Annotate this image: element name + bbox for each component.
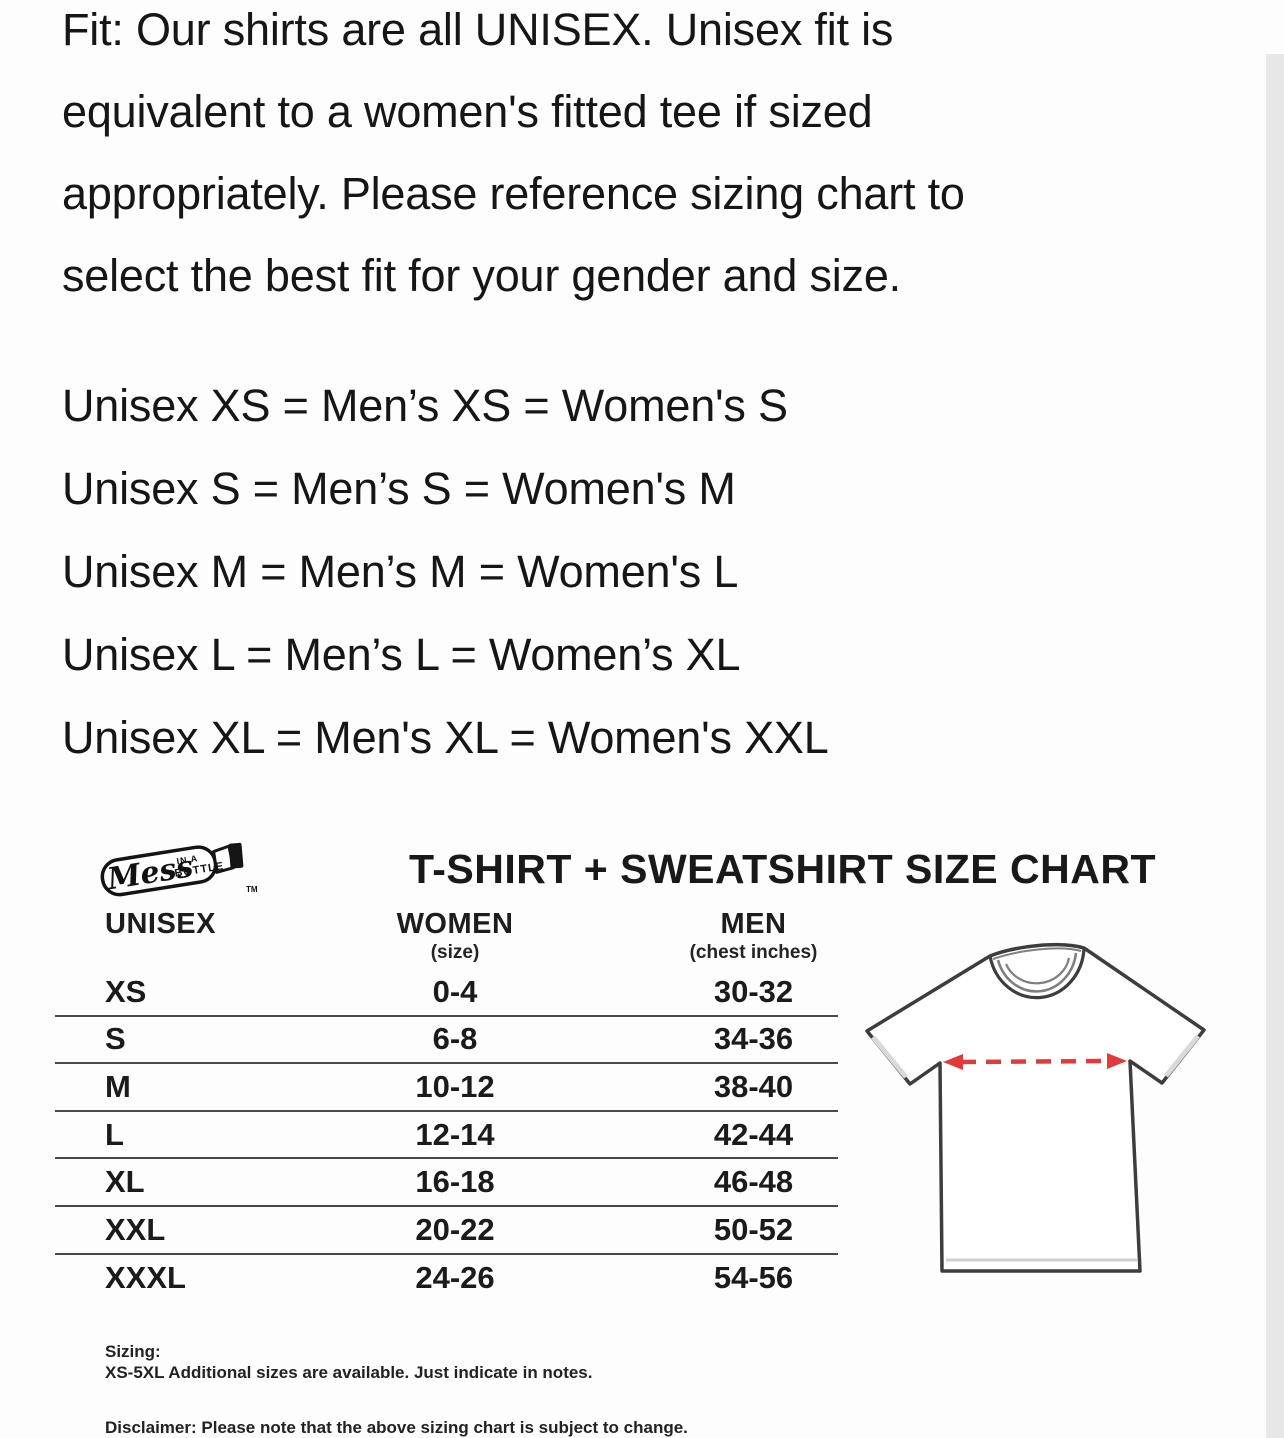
fit-description-line: select the best fit for your gender and … (62, 250, 901, 301)
size-equivalence-line: Unisex XL = Men's XL = Women's XXL (62, 712, 829, 763)
table-row: XXXL 24-26 54-56 (55, 1255, 838, 1303)
sizing-label: Sizing: (105, 1342, 161, 1361)
women-size: 6-8 (432, 1021, 478, 1057)
chest-arrow-right-head (1107, 1053, 1127, 1069)
table-row: XXL 20-22 50-52 (55, 1207, 838, 1255)
scrollbar[interactable] (1266, 54, 1284, 1438)
logo-trademark: TM (246, 885, 258, 894)
size-equivalence-line: Unisex S = Men’s S = Women's M (62, 463, 736, 514)
unisex-size: L (105, 1116, 124, 1152)
women-size: 0-4 (432, 973, 478, 1009)
sizing-note: XS-5XL Additional sizes are available. J… (105, 1363, 593, 1382)
chest-arrow-left-head (943, 1054, 963, 1070)
unisex-size: XL (105, 1164, 145, 1200)
men-size: 46-48 (713, 1164, 794, 1200)
fit-description-line: Fit: Our shirts are all UNISEX. Unisex f… (62, 4, 894, 55)
men-size: 38-40 (713, 1068, 794, 1104)
men-size: 54-56 (713, 1260, 794, 1296)
fit-description-line: equivalent to a women's fitted tee if si… (62, 86, 873, 137)
unisex-size: M (105, 1068, 131, 1104)
column-label: WOMEN (396, 908, 514, 940)
column-sublabel: (chest inches) (689, 942, 818, 963)
logo-small-top-text: IN A (176, 853, 199, 866)
column-header-men: MEN (chest inches) (595, 908, 838, 969)
women-size: 10-12 (415, 1068, 495, 1104)
size-equivalence-line: Unisex L = Men’s L = Women’s XL (62, 629, 741, 680)
fit-description: Fit: Our shirts are all UNISEX. Unisex f… (62, 0, 1212, 317)
column-header-women: WOMEN (size) (315, 908, 595, 969)
table-row: M 10-12 38-40 (55, 1064, 838, 1112)
column-label: MEN (720, 908, 787, 940)
women-size: 16-18 (415, 1164, 495, 1200)
women-size: 20-22 (415, 1211, 495, 1247)
column-header-unisex: UNISEX (55, 908, 315, 969)
unisex-size: XXL (105, 1211, 166, 1247)
footer-notes: Sizing: XS-5XL Additional sizes are avai… (105, 1341, 688, 1438)
brand-logo: Mess IN A BOTTLE TM (96, 826, 266, 910)
unisex-size: XS (105, 973, 147, 1009)
unisex-size: S (105, 1021, 126, 1057)
men-size: 42-44 (713, 1116, 794, 1152)
size-equivalence-line: Unisex M = Men’s M = Women's L (62, 546, 739, 597)
table-row: XL 16-18 46-48 (55, 1159, 838, 1207)
size-chart-table: UNISEX WOMEN (size) MEN (chest inches) X… (55, 900, 838, 1302)
unisex-size: XXXL (105, 1260, 186, 1296)
column-label: UNISEX (105, 908, 216, 940)
disclaimer-note: Disclaimer: Please note that the above s… (105, 1418, 688, 1437)
table-row: XS 0-4 30-32 (55, 969, 838, 1017)
men-size: 34-36 (713, 1021, 794, 1057)
tshirt-chest-measurement-icon (865, 943, 1206, 1273)
size-chart-header-row: UNISEX WOMEN (size) MEN (chest inches) (55, 900, 838, 969)
men-size: 50-52 (713, 1211, 794, 1247)
column-sublabel: (size) (430, 942, 480, 963)
size-equivalence-line: Unisex XS = Men’s XS = Women's S (62, 380, 788, 431)
tshirt-diagram (857, 933, 1225, 1305)
message-bottle-icon: Mess IN A BOTTLE TM (100, 842, 258, 897)
women-size: 12-14 (415, 1116, 495, 1152)
men-size: 30-32 (713, 973, 794, 1009)
women-size: 24-26 (415, 1260, 495, 1296)
table-row: L 12-14 42-44 (55, 1112, 838, 1160)
table-row: S 6-8 34-36 (55, 1017, 838, 1065)
fit-description-line: appropriately. Please reference sizing c… (62, 168, 965, 219)
size-chart-title: T-SHIRT + SWEATSHIRT SIZE CHART (408, 846, 1157, 892)
size-equivalence-list: Unisex XS = Men’s XS = Women's S Unisex … (62, 364, 1162, 779)
